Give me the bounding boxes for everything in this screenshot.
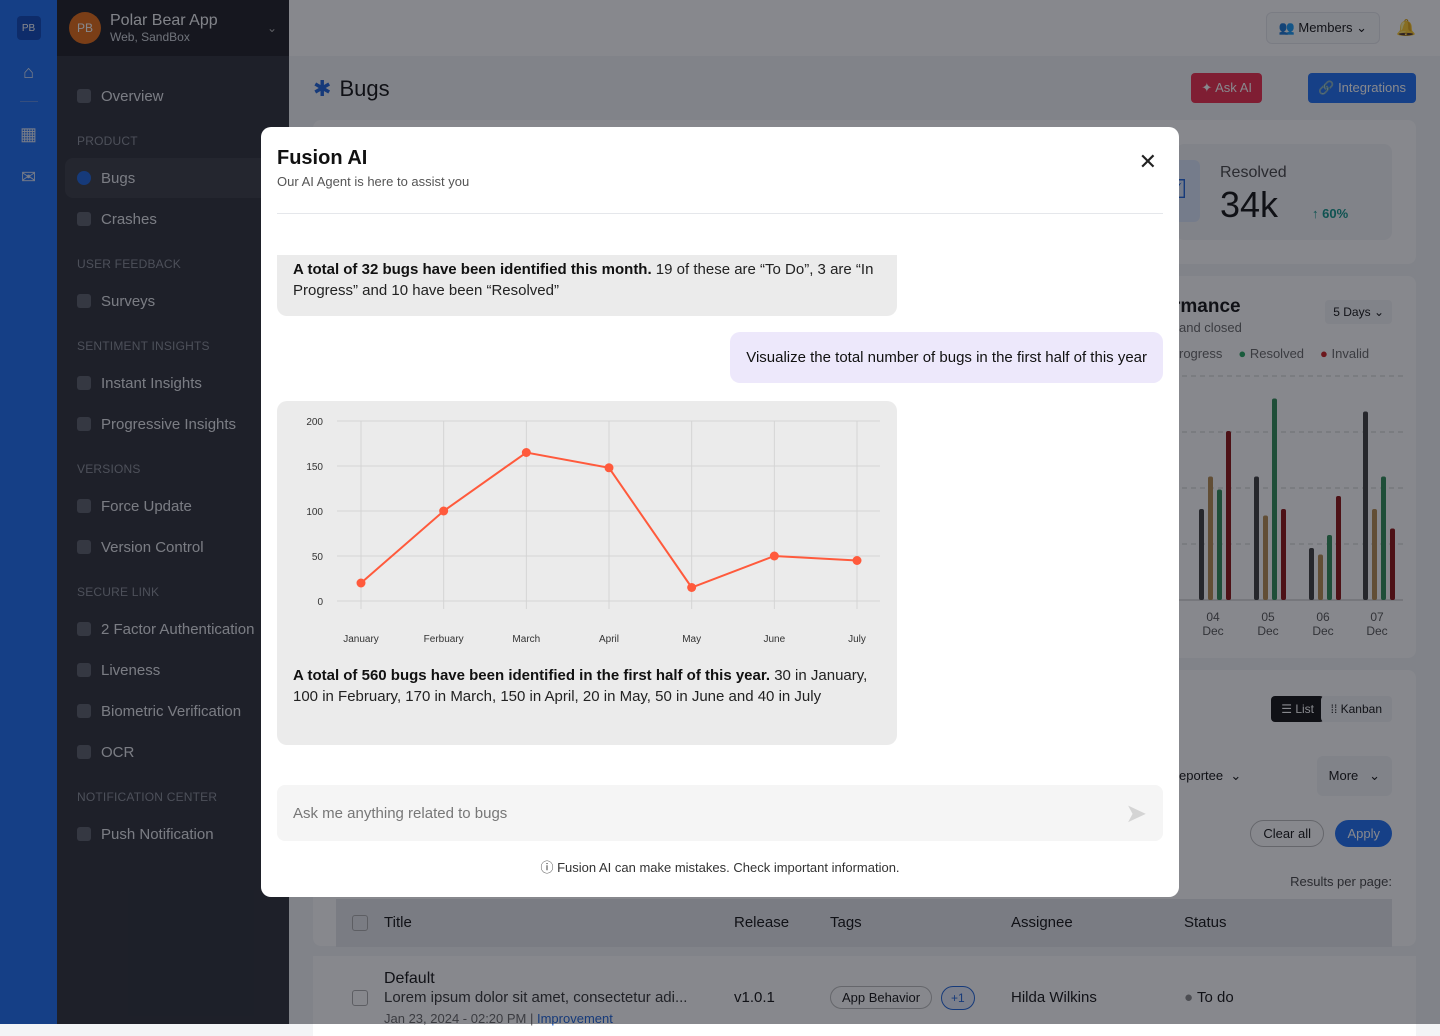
data-point	[439, 506, 449, 516]
x-tick-label: March	[512, 634, 540, 645]
y-tick-label: 0	[317, 597, 323, 608]
x-tick-label: June	[763, 634, 785, 645]
info-icon: ⓘ	[540, 860, 558, 875]
data-point	[521, 448, 531, 457]
data-point	[852, 556, 862, 565]
user-message: Visualize the total number of bugs in th…	[730, 332, 1163, 383]
data-point	[604, 463, 614, 473]
x-tick-label: July	[848, 634, 866, 645]
ai-chart-message: 0 50 100 150 200 January Ferbuary March April May…	[277, 401, 897, 745]
send-icon[interactable]: ➤	[1125, 797, 1147, 828]
data-point	[769, 551, 779, 561]
disclaimer: ⓘ Fusion AI can make mistakes. Check imp…	[540, 860, 900, 875]
x-tick-label: Ferbuary	[424, 634, 464, 645]
x-tick-label: January	[343, 634, 379, 645]
y-tick-label: 50	[312, 552, 324, 563]
close-icon[interactable]: ✕	[1138, 149, 1157, 174]
bugs-line-chart: 0 50 100 150 200 January Ferbuary March April May…	[306, 417, 880, 645]
y-tick-label: 150	[306, 462, 323, 473]
data-point	[687, 583, 697, 592]
chat-input[interactable]: Ask me anything related to bugs ➤	[277, 785, 1163, 841]
modal-subtitle: Our AI Agent is here to assist you	[277, 174, 470, 189]
data-point	[356, 578, 366, 588]
y-tick-label: 200	[306, 417, 323, 428]
ai-message: A total of 32 bugs have been identified …	[277, 255, 897, 316]
x-tick-label: April	[599, 634, 619, 645]
header-divider	[277, 213, 1163, 214]
x-tick-label: May	[682, 634, 701, 645]
modal-title: Fusion AI	[277, 147, 368, 169]
fusion-ai-modal: Fusion AI Our AI Agent is here to assist…	[261, 127, 1179, 897]
y-tick-label: 100	[306, 507, 323, 518]
ai-chart-summary: A total of 560 bugs have been identified…	[293, 667, 868, 705]
